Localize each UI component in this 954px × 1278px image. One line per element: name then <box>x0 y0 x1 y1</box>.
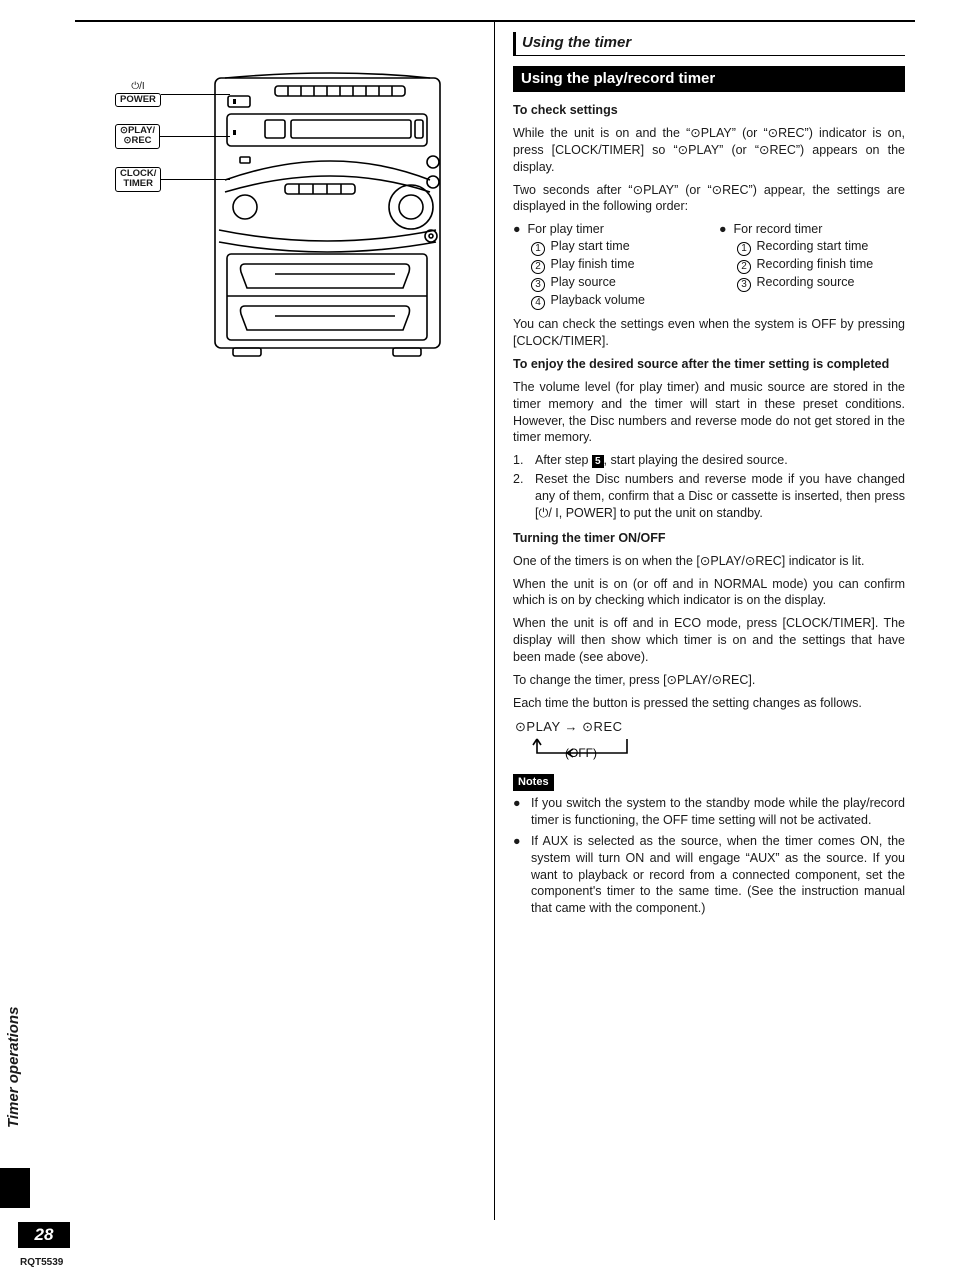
onoff-p5: Each time the button is pressed the sett… <box>513 695 905 712</box>
enjoy-steps: 1.After step 5, start playing the desire… <box>513 452 905 522</box>
onoff-p1: One of the timers is on when the [⊙PLAY/… <box>513 553 905 570</box>
document-id: RQT5539 <box>20 1257 63 1268</box>
side-tab <box>0 1168 30 1208</box>
device-illustration: ⏻/I POWER ⊙PLAY/ ⊙REC CLOCK/ TIMER <box>115 72 445 362</box>
check-p3: You can check the settings even when the… <box>513 316 905 350</box>
section-tab: Using the timer <box>513 32 905 56</box>
notes-badge: Notes <box>513 774 554 791</box>
stereo-svg <box>115 72 445 362</box>
settings-order-columns: ● For play timer 1 Play start time 2 Pla… <box>513 221 905 310</box>
side-section-label: Timer operations <box>5 1007 22 1128</box>
step-badge: 5 <box>592 455 604 468</box>
play-timer-label: For play timer <box>528 222 604 236</box>
section-title: Using the timer <box>522 34 631 51</box>
enjoy-heading: To enjoy the desired source after the ti… <box>513 356 905 373</box>
check-heading: To check settings <box>513 102 905 119</box>
power-label: POWER <box>115 93 161 107</box>
check-p2: Two seconds after “⊙PLAY” (or “⊙REC”) ap… <box>513 182 905 216</box>
cycle-diagram: ⊙PLAY → ⊙REC (OFF) <box>515 718 905 764</box>
onoff-p2: When the unit is on (or off and in NORMA… <box>513 576 905 610</box>
subsection-bar: Using the play/record timer <box>513 66 905 92</box>
onoff-heading: Turning the timer ON/OFF <box>513 530 905 547</box>
left-column: ⏻/I POWER ⊙PLAY/ ⊙REC CLOCK/ TIMER <box>75 20 495 1220</box>
rec-timer-label: For record timer <box>734 222 823 236</box>
check-p1: While the unit is on and the “⊙PLAY” (or… <box>513 125 905 176</box>
onoff-p4: To change the timer, press [⊙PLAY/⊙REC]. <box>513 672 905 689</box>
clocktimer-label: CLOCK/ TIMER <box>115 167 161 192</box>
page-number: 28 <box>18 1222 70 1248</box>
notes-list: ●If you switch the system to the standby… <box>513 795 905 917</box>
right-column: Using the timer Using the play/record ti… <box>495 20 915 1220</box>
playrec-label: ⊙PLAY/ ⊙REC <box>115 124 160 149</box>
svg-text:(OFF): (OFF) <box>565 746 597 760</box>
body-text: To check settings While the unit is on a… <box>513 102 905 917</box>
power-icon-label: ⏻/I <box>131 82 144 92</box>
enjoy-p1: The volume level (for play timer) and mu… <box>513 379 905 447</box>
onoff-p3: When the unit is off and in ECO mode, pr… <box>513 615 905 666</box>
